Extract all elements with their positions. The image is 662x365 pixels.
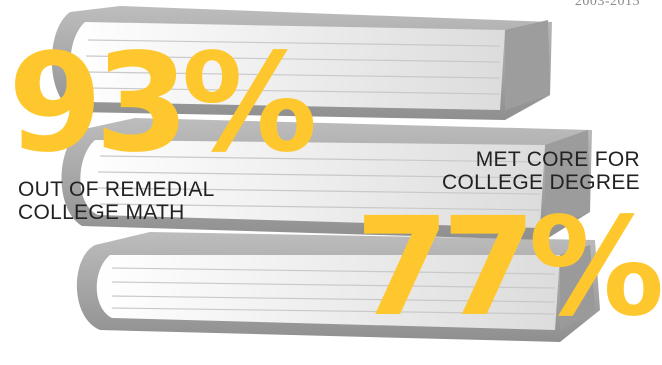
caption-line: COLLEGE MATH	[18, 201, 185, 224]
caption-line: COLLEGE DEGREE	[442, 171, 640, 194]
caption-line: OUT OF REMEDIAL	[18, 178, 215, 201]
stat-caption-college-core: MET CORE FOR COLLEGE DEGREE	[442, 148, 640, 194]
stat-value-college-core: 77%	[355, 189, 662, 347]
stat-value-remedial-math: 93%	[8, 25, 318, 183]
caption-line: MET CORE FOR	[475, 148, 640, 171]
date-range: 2003-2015	[574, 0, 640, 9]
stat-caption-remedial-math: OUT OF REMEDIAL COLLEGE MATH	[18, 178, 215, 224]
